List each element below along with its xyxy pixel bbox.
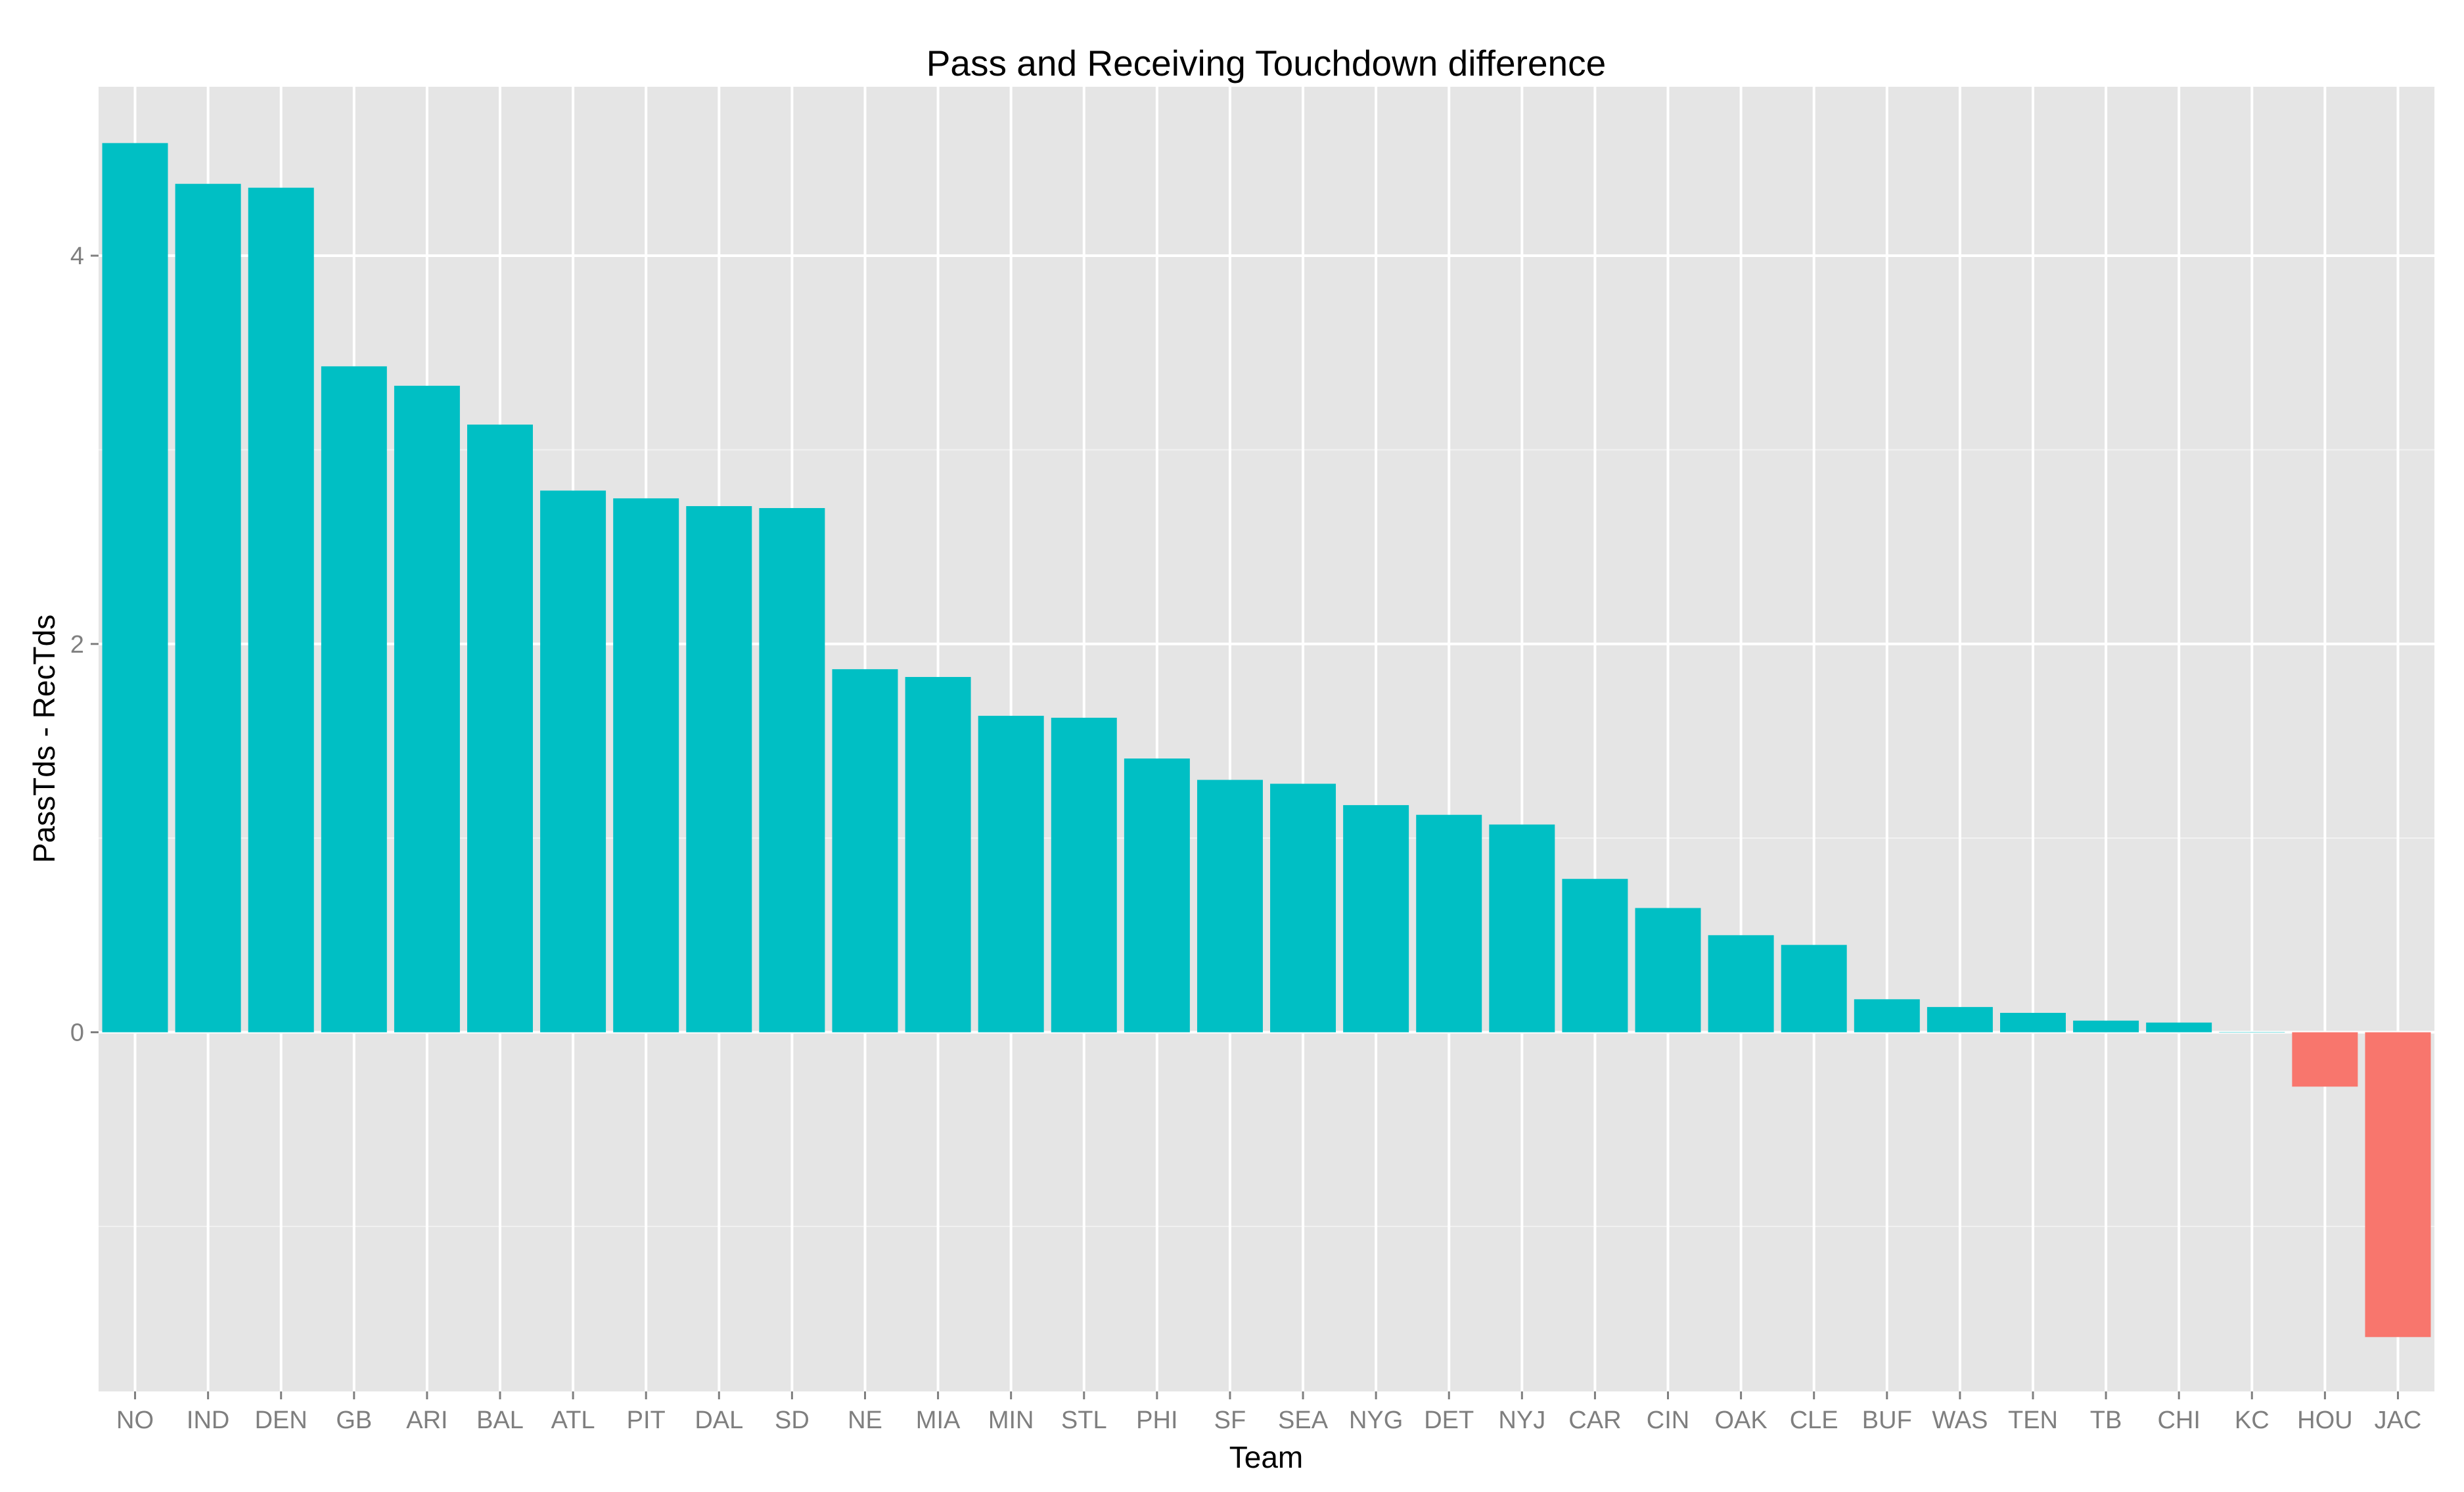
x-axis-ticks: NO IND DEN GB ARI BAL ATL PIT DAL SD NE MIA MIN STL PH… — [116, 1391, 2421, 1434]
y-tick-label: 4 — [70, 243, 84, 270]
x-tick-label: WAS — [1932, 1407, 1988, 1434]
x-tick-label: DEN — [255, 1407, 308, 1434]
x-tick-label: HOU — [2297, 1407, 2352, 1434]
x-tick-label: SEA — [1278, 1407, 1329, 1434]
x-tick-label: PHI — [1136, 1407, 1177, 1434]
bar-nyg — [1343, 804, 1409, 1033]
bar-bal — [467, 424, 534, 1033]
y-axis-title: PassTds - RecTds — [27, 615, 61, 863]
x-tick-label: NYG — [1349, 1407, 1403, 1434]
x-tick-label: CIN — [1647, 1407, 1689, 1434]
y-tick-label: 2 — [70, 631, 84, 659]
y-tick-label: 0 — [70, 1019, 84, 1047]
bar-atl — [540, 490, 606, 1033]
bar-was — [1927, 1007, 1993, 1033]
bar-ne — [832, 669, 898, 1033]
x-tick-label: DAL — [695, 1407, 743, 1434]
bar-phi — [1124, 758, 1190, 1033]
bar-gb — [321, 366, 387, 1033]
x-tick-label: TEN — [2008, 1407, 2058, 1434]
x-tick-label: STL — [1061, 1407, 1107, 1434]
x-tick-label: BUF — [1862, 1407, 1912, 1434]
bar-cin — [1635, 908, 1701, 1033]
bar-sf — [1197, 780, 1263, 1033]
bar-oak — [1708, 935, 1774, 1033]
x-tick-label: BAL — [476, 1407, 524, 1434]
bar-hou — [2292, 1032, 2358, 1087]
bar-ten — [1999, 1012, 2066, 1033]
x-tick-label: ARI — [406, 1407, 447, 1434]
x-tick-label: TB — [2090, 1407, 2122, 1434]
x-tick-label: JAC — [2375, 1407, 2422, 1434]
bar-tb — [2073, 1020, 2139, 1033]
bar-buf — [1854, 999, 1920, 1033]
bar-sd — [759, 507, 825, 1033]
bar-mia — [905, 676, 971, 1033]
bars — [102, 143, 2431, 1338]
x-tick-label: CAR — [1568, 1407, 1621, 1434]
x-axis-title: Team — [1229, 1440, 1303, 1474]
bar-nyj — [1489, 824, 1555, 1033]
x-tick-label: NYJ — [1498, 1407, 1545, 1434]
y-axis-ticks: 0 2 4 — [70, 243, 99, 1047]
bar-det — [1416, 814, 1482, 1033]
x-tick-label: OAK — [1714, 1407, 1767, 1434]
bar-jac — [2365, 1032, 2431, 1338]
x-tick-label: NE — [848, 1407, 882, 1434]
x-tick-label: SF — [1214, 1407, 1246, 1434]
x-tick-label: MIN — [988, 1407, 1034, 1434]
x-tick-label: GB — [336, 1407, 372, 1434]
x-tick-label: MIA — [916, 1407, 961, 1434]
bar-sea — [1270, 783, 1336, 1033]
x-tick-label: ATL — [551, 1407, 595, 1434]
bar-no — [102, 143, 168, 1033]
bar-ari — [394, 385, 460, 1033]
bar-pit — [613, 498, 679, 1033]
bar-chi — [2146, 1022, 2212, 1033]
bar-min — [978, 716, 1044, 1033]
x-tick-label: IND — [187, 1407, 229, 1434]
x-tick-label: CHI — [2157, 1407, 2200, 1434]
x-tick-label: SD — [775, 1407, 810, 1434]
bar-den — [248, 187, 314, 1033]
x-tick-label: KC — [2235, 1407, 2270, 1434]
bar-ind — [175, 183, 241, 1033]
chart-title: Pass and Receiving Touchdown difference — [926, 43, 1606, 83]
bar-dal — [686, 506, 752, 1033]
x-tick-label: NO — [116, 1407, 154, 1434]
bar-car — [1562, 879, 1628, 1033]
x-tick-label: DET — [1424, 1407, 1474, 1434]
bar-cle — [1781, 944, 1847, 1033]
bar-stl — [1051, 718, 1117, 1033]
x-tick-label: CLE — [1790, 1407, 1838, 1434]
x-tick-label: PIT — [627, 1407, 666, 1434]
